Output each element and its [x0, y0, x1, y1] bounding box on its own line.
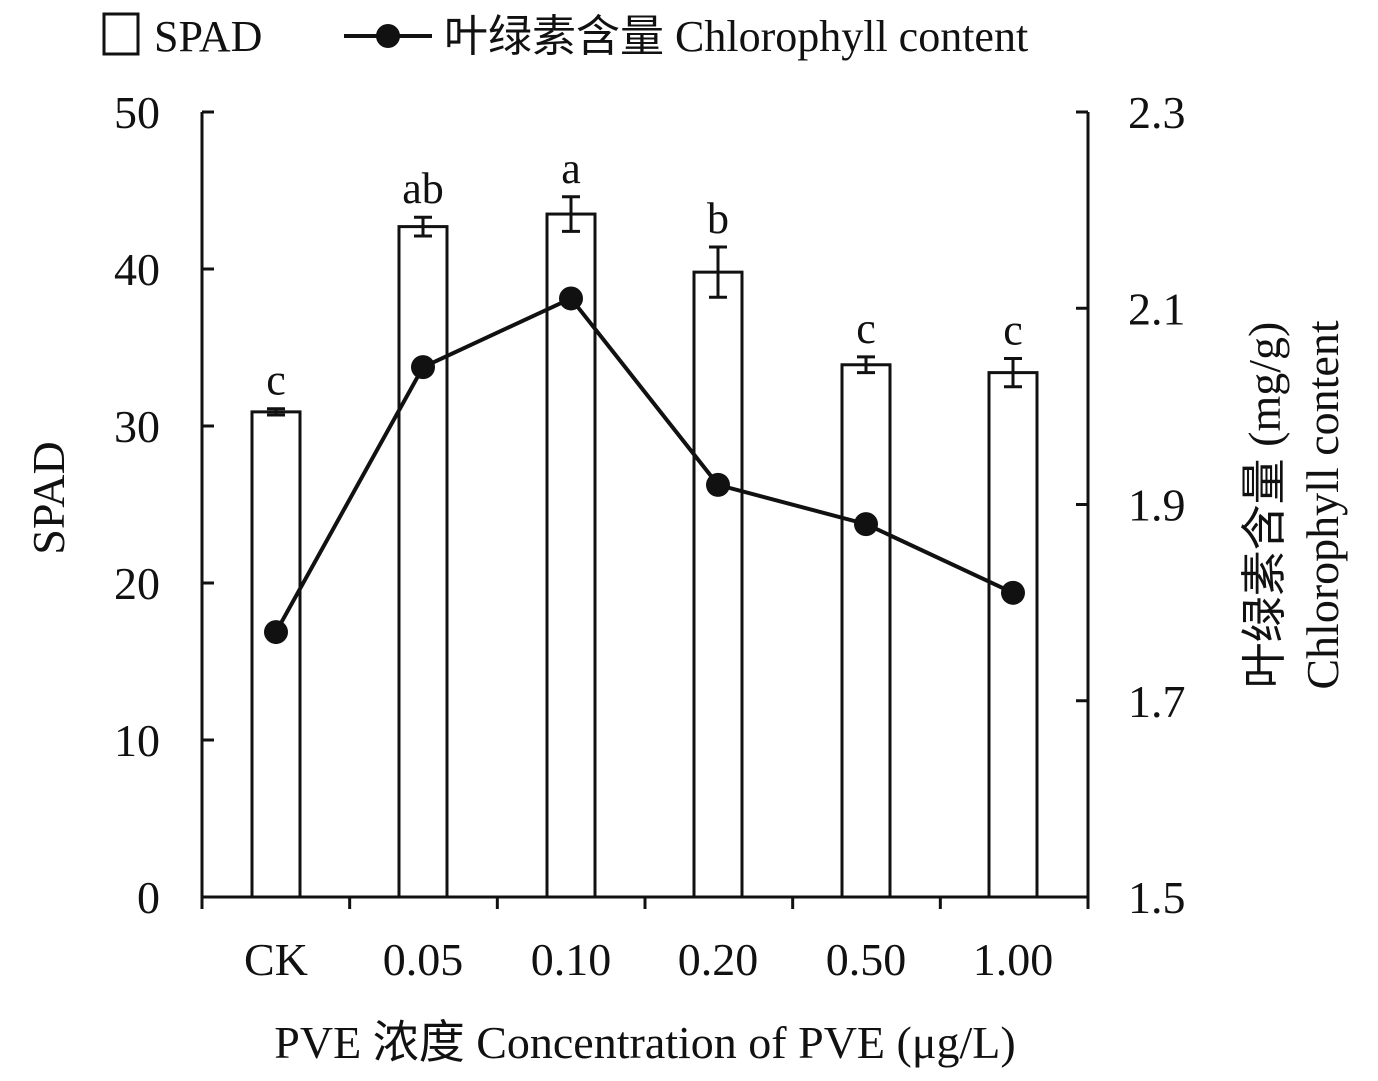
- chlorophyll-point: [1001, 580, 1025, 605]
- significance-label: c: [856, 304, 876, 353]
- chlorophyll-line: [274, 295, 1014, 634]
- legend-line-label: 叶绿素含量 Chlorophyll content: [444, 12, 1028, 61]
- significance-labels: cab abc c: [266, 144, 1023, 405]
- chlorophyll-point: [706, 472, 730, 497]
- x-tick-label: 0.50: [826, 934, 907, 985]
- y-axis-right-title-line2: Chlorophyll content: [1297, 320, 1348, 689]
- bars: [250, 212, 1039, 899]
- x-tick-label: 1.00: [973, 934, 1054, 985]
- left-ticks: 0 10 20 30 40 50: [114, 87, 214, 923]
- x-axis-title: PVE 浓度 Concentration of PVE (μg/L): [274, 1017, 1015, 1068]
- left-tick-label: 10: [114, 715, 160, 766]
- left-tick-label: 20: [114, 558, 160, 609]
- bar: [250, 410, 302, 899]
- line-series: [264, 286, 1025, 645]
- error-bars: [267, 195, 1022, 417]
- legend-line-marker: [376, 24, 400, 48]
- left-tick-label: 0: [137, 872, 160, 923]
- x-tick-label: 0.20: [678, 934, 759, 985]
- chlorophyll-point: [854, 512, 878, 537]
- chlorophyll-point: [411, 355, 435, 380]
- left-tick-label: 30: [114, 401, 160, 452]
- axes: 0 10 20 30 40 50 1.5 1.7 1.9 2.1 2.3 CK 0.05 0.10 0.…: [114, 87, 1186, 985]
- bar: [397, 225, 449, 899]
- chlorophyll-point: [559, 286, 583, 311]
- significance-label: c: [1003, 305, 1023, 354]
- legend: SPAD 叶绿素含量 Chlorophyll content: [102, 12, 1028, 61]
- left-tick-label: 40: [114, 244, 160, 295]
- right-tick-label: 1.9: [1128, 480, 1186, 531]
- bar: [840, 363, 892, 899]
- significance-label: a: [561, 144, 581, 193]
- bar: [545, 212, 597, 899]
- y-axis-title: SPAD: [23, 441, 74, 554]
- bar: [692, 270, 744, 899]
- x-ticks: CK 0.05 0.10 0.20 0.50 1.00: [200, 897, 1090, 985]
- left-tick-label: 50: [114, 87, 160, 138]
- right-tick-label: 1.7: [1128, 676, 1186, 727]
- significance-label: c: [266, 356, 286, 405]
- right-ticks: 1.5 1.7 1.9 2.1 2.3: [1076, 87, 1186, 923]
- bar: [987, 371, 1039, 899]
- significance-label: ab: [402, 164, 444, 213]
- y-axis-right-title-line1: 叶绿素含量 (mg/g): [1239, 322, 1290, 689]
- right-tick-label: 2.3: [1128, 87, 1186, 138]
- right-tick-label: 1.5: [1128, 872, 1186, 923]
- right-tick-label: 2.1: [1128, 283, 1186, 334]
- x-tick-label: 0.05: [383, 934, 464, 985]
- chlorophyll-point: [264, 620, 288, 645]
- legend-bar-swatch: [102, 12, 140, 56]
- x-tick-label: CK: [244, 934, 308, 985]
- significance-label: b: [707, 194, 729, 243]
- legend-bar-label: SPAD: [154, 12, 262, 61]
- x-tick-label: 0.10: [531, 934, 612, 985]
